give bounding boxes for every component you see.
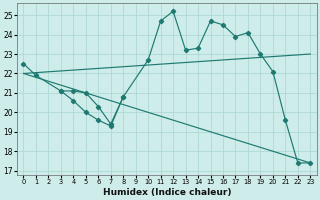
X-axis label: Humidex (Indice chaleur): Humidex (Indice chaleur) (103, 188, 231, 197)
